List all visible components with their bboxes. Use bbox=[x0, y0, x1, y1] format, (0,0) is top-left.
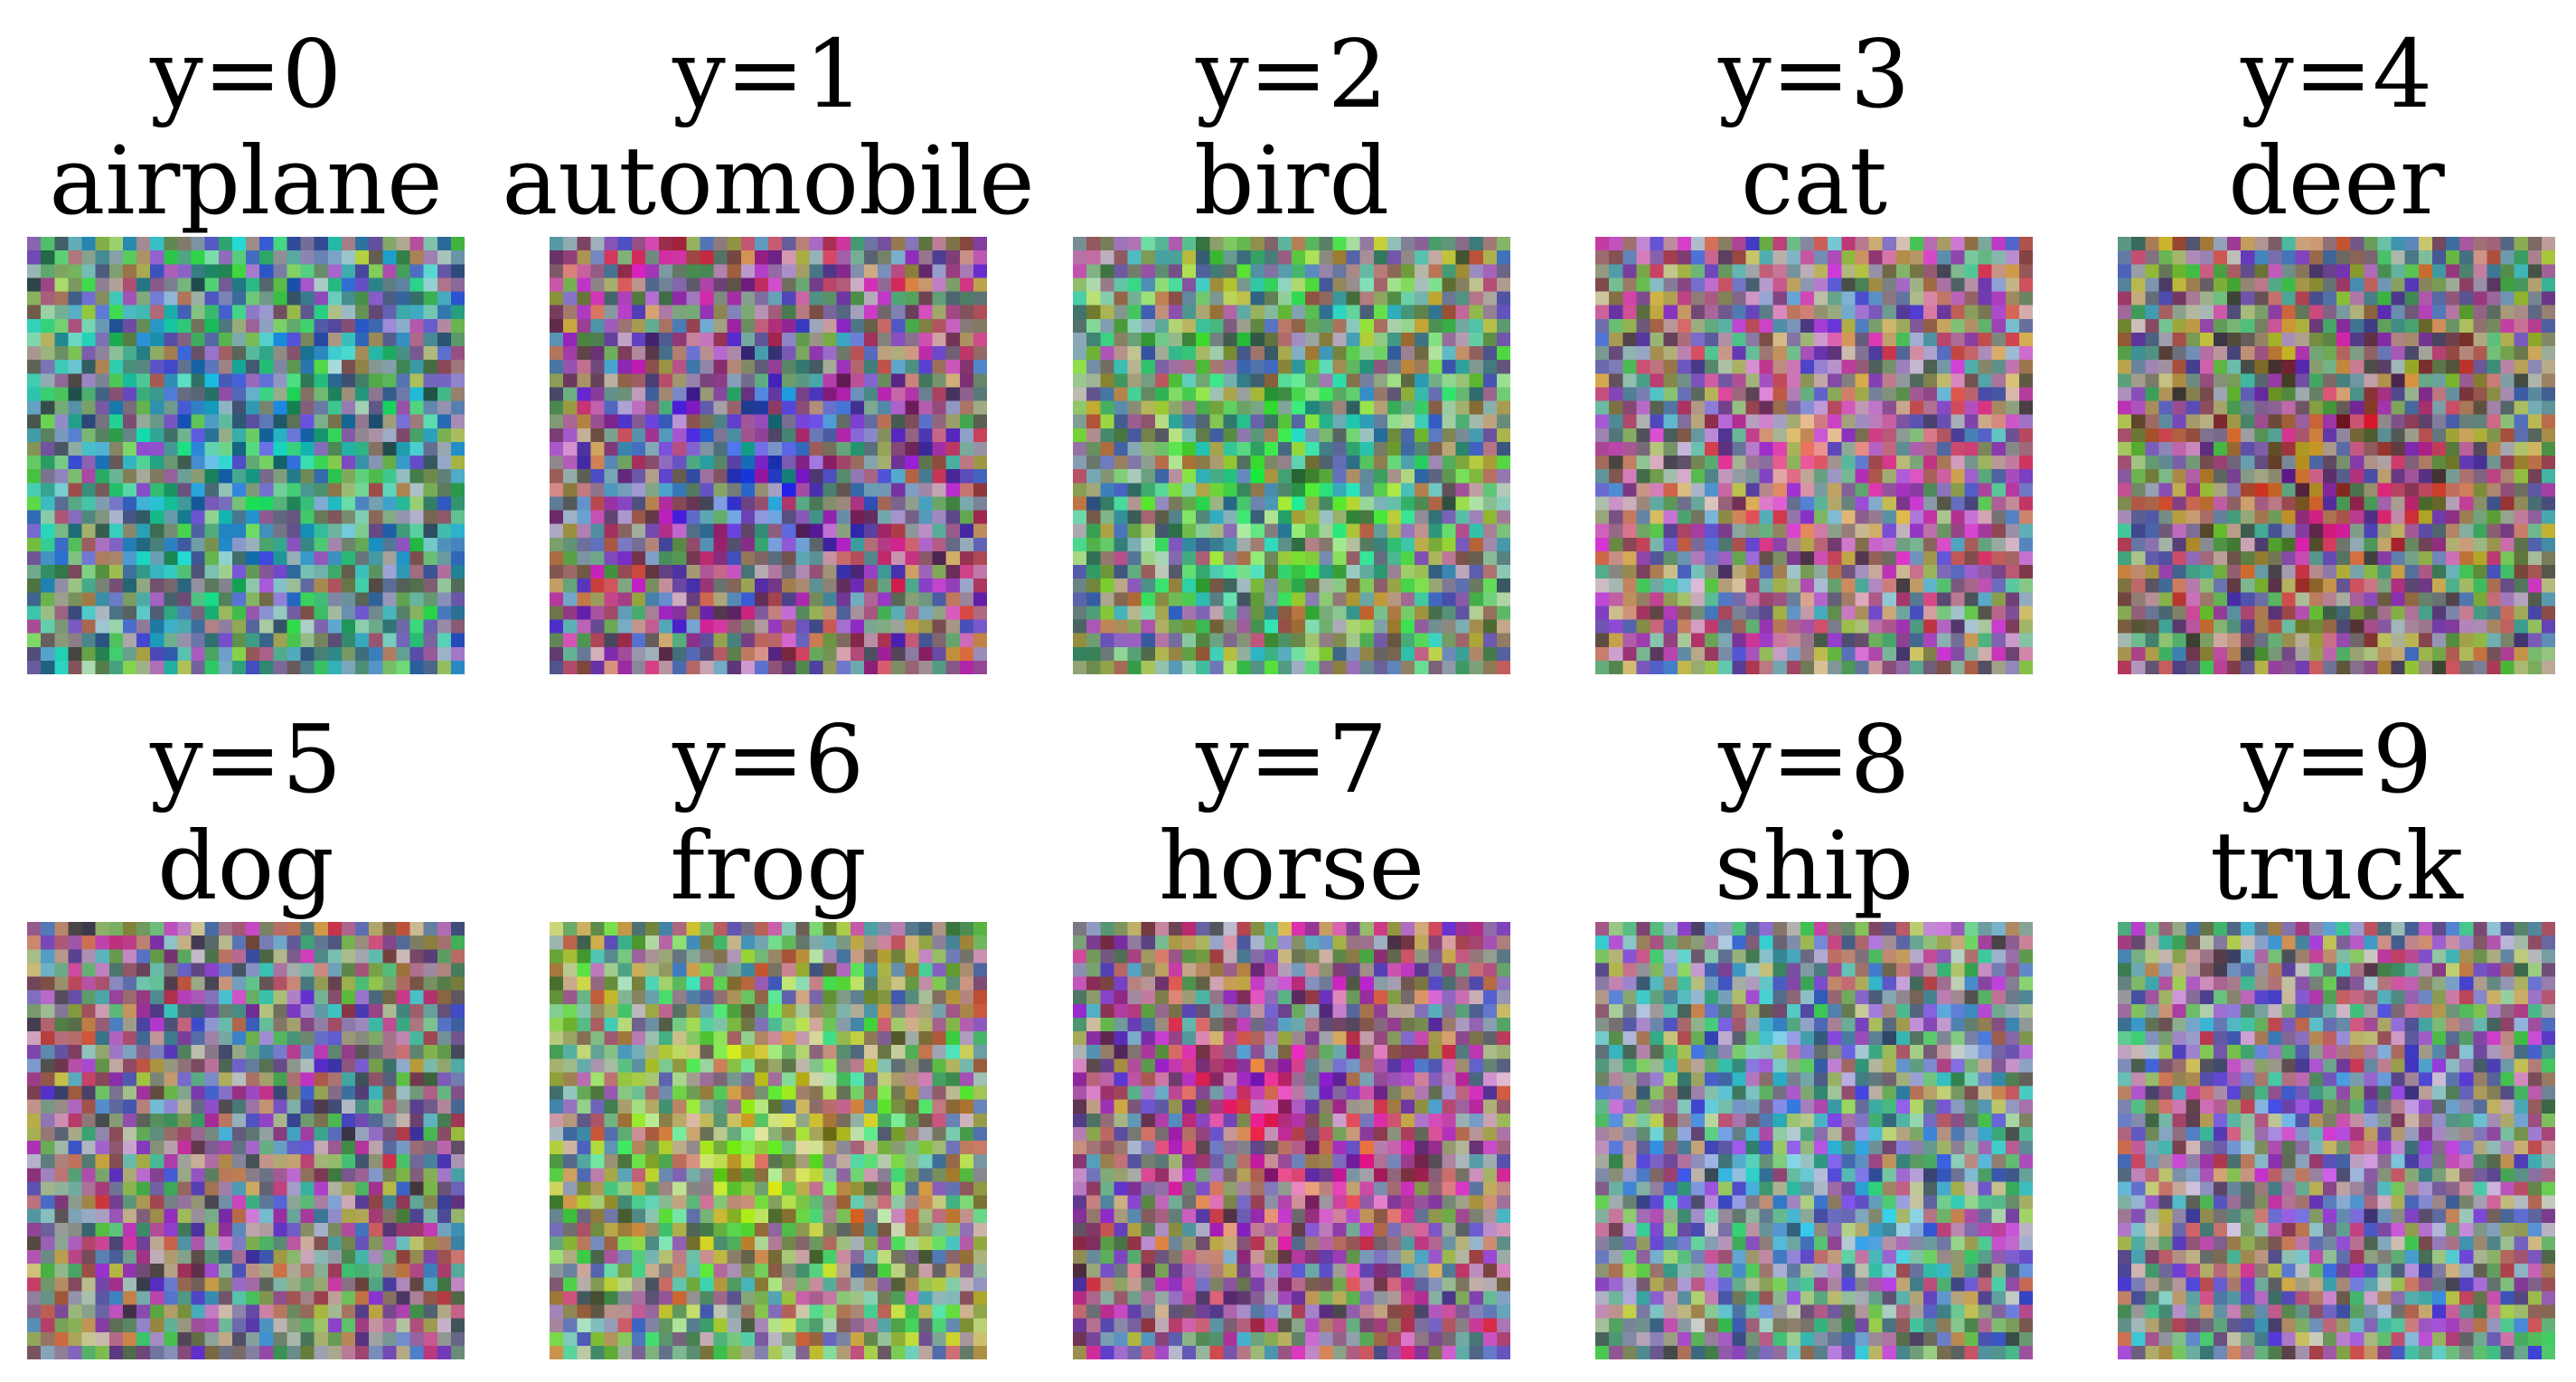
weight-image bbox=[27, 237, 465, 674]
class-index-label: y=5 bbox=[149, 704, 343, 814]
class-index-label: y=4 bbox=[2240, 19, 2433, 129]
class-name-label: frog bbox=[670, 811, 867, 921]
class-index-label: y=9 bbox=[2240, 704, 2433, 814]
class-index-label: y=7 bbox=[1195, 704, 1388, 814]
weight-image bbox=[550, 922, 987, 1359]
class-name-label: cat bbox=[1740, 126, 1888, 236]
weight-image bbox=[27, 922, 465, 1359]
class-name-label: truck bbox=[2210, 811, 2463, 921]
class-name-label: dog bbox=[157, 811, 334, 921]
weight-image bbox=[1595, 237, 2033, 674]
class-index-label: y=0 bbox=[149, 19, 343, 129]
class-name-label: automobile bbox=[502, 126, 1035, 236]
class-name-label: ship bbox=[1714, 811, 1914, 921]
weight-image bbox=[550, 237, 987, 674]
weight-image bbox=[1073, 237, 1510, 674]
weight-image bbox=[2118, 237, 2555, 674]
weight-image bbox=[1595, 922, 2033, 1359]
weight-image bbox=[2118, 922, 2555, 1359]
class-name-label: horse bbox=[1158, 811, 1425, 921]
class-index-label: y=1 bbox=[672, 19, 865, 129]
weight-image bbox=[1073, 922, 1510, 1359]
class-name-label: airplane bbox=[49, 126, 443, 236]
class-name-label: deer bbox=[2228, 126, 2445, 236]
class-index-label: y=2 bbox=[1195, 19, 1388, 129]
class-index-label: y=8 bbox=[1717, 704, 1911, 814]
class-name-label: bird bbox=[1193, 126, 1390, 236]
class-index-label: y=6 bbox=[672, 704, 865, 814]
class-index-label: y=3 bbox=[1717, 19, 1911, 129]
